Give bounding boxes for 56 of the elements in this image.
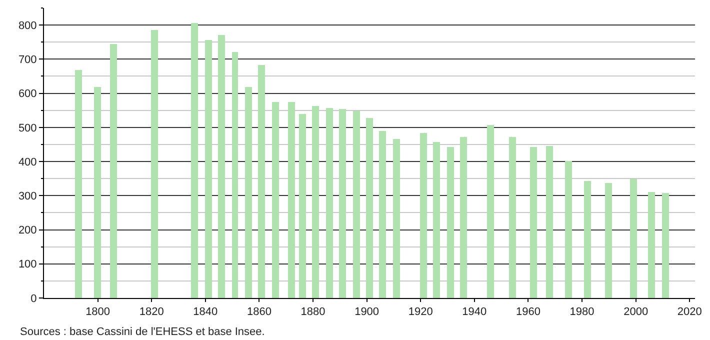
y-tick-label: 0 <box>30 292 37 305</box>
x-tick-label: 1800 <box>86 306 110 318</box>
x-tick-label: 1920 <box>408 306 433 318</box>
bar <box>312 106 319 298</box>
bar <box>433 142 440 298</box>
x-tick-label: 1840 <box>193 306 218 318</box>
source-note: Sources : base Cassini de l'EHESS et base Insee. <box>20 326 265 338</box>
bar <box>460 137 467 298</box>
bar <box>447 147 454 298</box>
x-tick-label: 1820 <box>139 306 164 318</box>
bar <box>272 102 279 298</box>
x-tick-label: 1880 <box>300 306 326 318</box>
bar <box>546 146 553 298</box>
bar <box>245 87 252 298</box>
bar <box>94 87 101 298</box>
x-tick-label: 2000 <box>624 306 648 318</box>
x-tick-label: 1960 <box>516 306 540 318</box>
bar <box>662 193 669 298</box>
bar <box>191 23 198 298</box>
bar <box>299 114 306 298</box>
y-tick-label: 500 <box>18 122 37 134</box>
bar <box>648 192 655 298</box>
bar <box>339 109 346 298</box>
x-tick-label: 1940 <box>462 306 487 318</box>
x-tick-label: 1900 <box>354 306 380 318</box>
x-tick-label: 1980 <box>570 306 594 318</box>
bar <box>565 161 572 298</box>
bar <box>605 183 612 298</box>
bar <box>232 52 238 298</box>
y-tick-label: 700 <box>18 54 37 66</box>
y-tick-label: 200 <box>18 224 37 237</box>
bar <box>288 102 295 298</box>
bar <box>379 131 386 298</box>
x-tick-label: 1860 <box>246 306 272 318</box>
y-tick-label: 300 <box>18 190 37 202</box>
y-tick-label: 400 <box>18 156 37 168</box>
bar <box>530 147 537 298</box>
bar <box>584 181 591 298</box>
bar <box>218 35 225 298</box>
bar <box>151 30 158 298</box>
bar <box>487 125 494 298</box>
bar <box>420 133 427 298</box>
y-tick-label: 100 <box>18 258 37 271</box>
bar <box>366 118 373 298</box>
bar <box>75 70 82 298</box>
bar <box>630 179 637 298</box>
bar <box>326 108 333 298</box>
y-tick-label: 800 <box>18 20 37 32</box>
bar <box>393 139 400 298</box>
bar <box>353 111 360 298</box>
y-tick-label: 600 <box>18 88 37 100</box>
bar <box>205 40 212 298</box>
bar <box>110 44 117 298</box>
x-tick-label: 2020 <box>677 306 702 318</box>
bar <box>258 65 265 298</box>
bar <box>509 137 516 298</box>
